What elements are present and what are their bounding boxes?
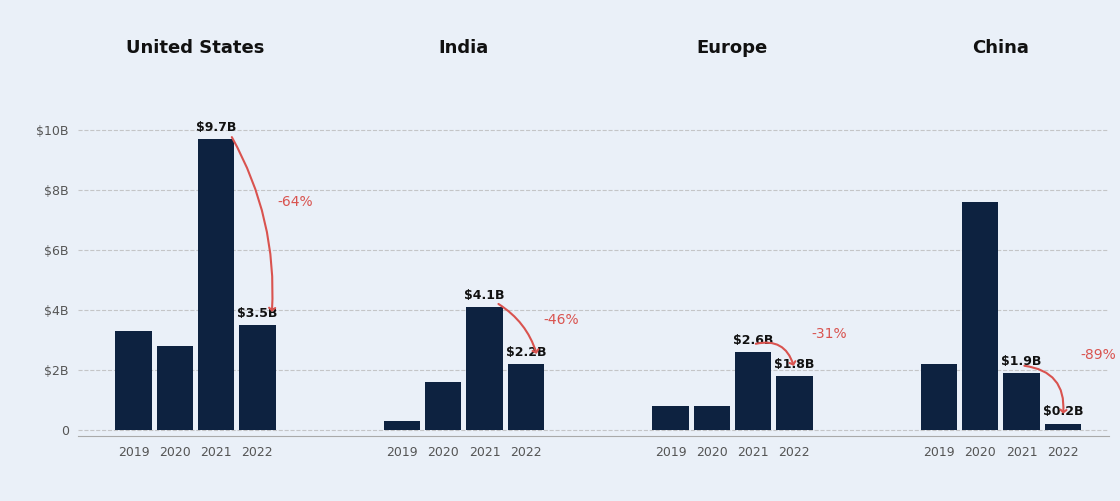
Bar — [507, 364, 544, 430]
Bar — [384, 421, 420, 430]
Text: $0.2B: $0.2B — [1043, 405, 1083, 418]
Text: $1.8B: $1.8B — [774, 358, 814, 371]
Text: United States: United States — [127, 39, 264, 57]
Text: $1.9B: $1.9B — [1001, 355, 1042, 368]
Bar — [115, 331, 151, 430]
Bar — [962, 202, 998, 430]
Bar — [921, 364, 958, 430]
Bar — [1004, 373, 1039, 430]
Text: Europe: Europe — [697, 39, 768, 57]
Bar — [157, 346, 193, 430]
Bar — [693, 406, 730, 430]
Bar — [426, 382, 461, 430]
Bar — [735, 352, 772, 430]
Text: $3.5B: $3.5B — [237, 307, 278, 320]
Bar — [240, 325, 276, 430]
Text: -89%: -89% — [1080, 348, 1116, 362]
Text: $4.1B: $4.1B — [465, 289, 505, 302]
Text: -46%: -46% — [543, 314, 579, 328]
Text: India: India — [439, 39, 489, 57]
Bar — [1045, 424, 1081, 430]
Text: -64%: -64% — [278, 195, 314, 209]
Bar — [776, 376, 813, 430]
Text: China: China — [972, 39, 1029, 57]
Text: $2.6B: $2.6B — [732, 334, 773, 347]
Bar — [198, 139, 234, 430]
Text: $2.2B: $2.2B — [505, 346, 547, 359]
Text: $9.7B: $9.7B — [196, 121, 236, 134]
Bar — [652, 406, 689, 430]
Bar — [466, 307, 503, 430]
Text: -31%: -31% — [812, 327, 847, 341]
